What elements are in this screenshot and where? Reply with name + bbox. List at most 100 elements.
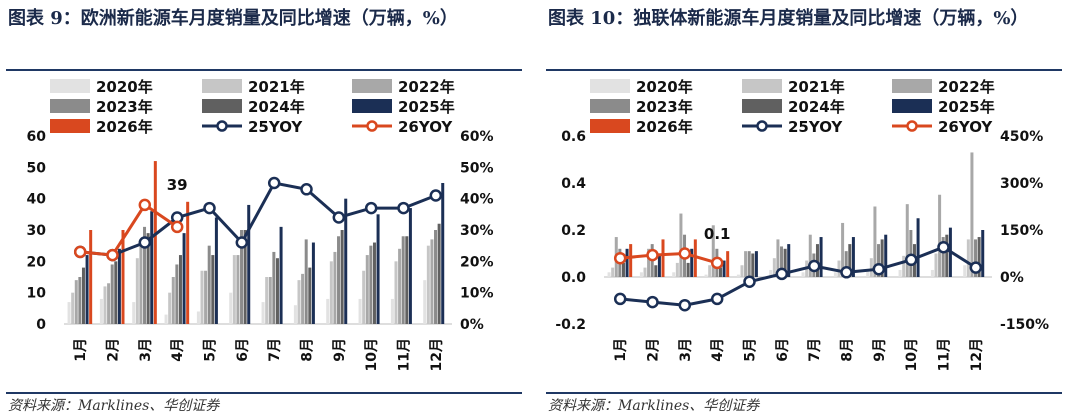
y2-axis-tick-label: 10% bbox=[460, 286, 494, 302]
y2-axis-tick-label: 300% bbox=[1000, 176, 1043, 192]
bar bbox=[974, 239, 978, 277]
title-rule bbox=[6, 69, 522, 71]
yoy-point bbox=[235, 236, 249, 249]
source-note: 资料来源：Marklines、华创证券 bbox=[548, 398, 760, 414]
legend-label: 2025年 bbox=[398, 98, 455, 116]
y-axis-tick-label: 0.0 bbox=[561, 270, 586, 286]
legend-label: 2020年 bbox=[96, 78, 153, 96]
x-axis-tick-label: 3月 bbox=[678, 338, 694, 362]
bar bbox=[398, 248, 402, 324]
bar bbox=[783, 248, 787, 277]
bar bbox=[909, 230, 913, 277]
legend-marker-swatch bbox=[216, 120, 228, 132]
legend-label: 26YOY bbox=[938, 118, 993, 136]
bar bbox=[639, 272, 643, 277]
bar bbox=[423, 280, 427, 324]
bar bbox=[726, 251, 730, 277]
bar bbox=[369, 245, 373, 324]
y2-axis-tick-label: 50% bbox=[460, 160, 494, 176]
x-axis-tick-label: 11月 bbox=[937, 338, 953, 371]
yoy-point bbox=[872, 262, 886, 276]
bar bbox=[736, 274, 740, 277]
legend-bar-swatch bbox=[352, 79, 392, 93]
bar bbox=[977, 237, 981, 277]
bar bbox=[329, 261, 333, 324]
bar bbox=[99, 298, 103, 324]
bar bbox=[304, 239, 308, 324]
legend-label: 2026年 bbox=[636, 118, 693, 136]
bar bbox=[675, 262, 679, 277]
legend-bar-swatch bbox=[50, 119, 90, 133]
x-axis-tick-label: 9月 bbox=[332, 338, 348, 362]
yoy-point bbox=[332, 211, 346, 224]
legend-bar-swatch bbox=[892, 79, 932, 93]
yoy-point bbox=[138, 198, 152, 212]
legend-label: 2024年 bbox=[248, 98, 305, 116]
bar bbox=[754, 251, 758, 277]
bar bbox=[265, 277, 269, 324]
bar bbox=[884, 234, 888, 277]
bar bbox=[621, 262, 625, 277]
bar bbox=[740, 265, 744, 277]
y2-axis-tick-label: 60% bbox=[460, 129, 494, 145]
x-axis-tick-label: 6月 bbox=[775, 338, 791, 362]
bar bbox=[880, 239, 884, 277]
bar bbox=[426, 245, 430, 324]
y-axis-tick-label: 30 bbox=[27, 223, 47, 239]
bar bbox=[344, 198, 348, 324]
y-axis-tick-label: 50 bbox=[27, 160, 47, 176]
bar bbox=[196, 311, 200, 324]
bar bbox=[81, 267, 85, 324]
bar bbox=[67, 302, 71, 324]
yoy-point bbox=[73, 245, 87, 259]
bar bbox=[945, 234, 949, 277]
bar bbox=[434, 230, 438, 324]
legend-label: 25YOY bbox=[788, 118, 843, 136]
x-axis-tick-label: 2月 bbox=[646, 338, 662, 362]
bar bbox=[657, 253, 661, 277]
bar bbox=[708, 265, 712, 277]
legend-label: 26YOY bbox=[398, 118, 453, 136]
yoy-line bbox=[80, 202, 179, 257]
bar bbox=[243, 230, 247, 324]
bar bbox=[117, 248, 121, 324]
y2-axis-tick-label: 0% bbox=[1000, 270, 1024, 286]
yoy-point bbox=[710, 292, 724, 306]
legend-label: 2025年 bbox=[938, 98, 995, 116]
y2-axis-tick-label: 20% bbox=[460, 254, 494, 270]
bar bbox=[934, 253, 938, 277]
x-axis-tick-label: 1月 bbox=[613, 338, 629, 362]
bar bbox=[866, 269, 870, 277]
yoy-point bbox=[646, 248, 659, 262]
bar bbox=[236, 255, 240, 324]
bar bbox=[808, 234, 812, 277]
bar bbox=[711, 225, 715, 277]
footer-rule bbox=[6, 392, 522, 394]
bar bbox=[744, 251, 748, 277]
bar bbox=[301, 273, 305, 324]
bar bbox=[376, 214, 380, 324]
yoy-point bbox=[203, 201, 216, 215]
x-axis-tick-label: 2月 bbox=[106, 338, 122, 362]
legend-marker-swatch bbox=[906, 120, 918, 132]
x-axis-tick-label: 12月 bbox=[429, 338, 445, 371]
bar bbox=[718, 267, 722, 277]
bar bbox=[308, 267, 312, 324]
y2-axis-tick-label: 450% bbox=[1000, 129, 1043, 145]
x-axis-tick-label: 5月 bbox=[203, 338, 219, 362]
bar bbox=[916, 218, 920, 277]
bar bbox=[787, 244, 791, 277]
legend-label: 2022年 bbox=[938, 78, 995, 96]
bar bbox=[801, 272, 805, 277]
legend-bar-swatch bbox=[892, 99, 932, 113]
bar bbox=[877, 244, 881, 277]
footer-rule bbox=[546, 392, 1062, 394]
yoy-point bbox=[267, 176, 281, 190]
bar bbox=[776, 239, 780, 277]
y2-axis-tick-label: 150% bbox=[1000, 223, 1043, 239]
yoy-point bbox=[646, 295, 659, 309]
bar bbox=[405, 236, 409, 324]
bar bbox=[869, 258, 873, 277]
bar bbox=[153, 161, 157, 324]
bar bbox=[930, 269, 934, 277]
